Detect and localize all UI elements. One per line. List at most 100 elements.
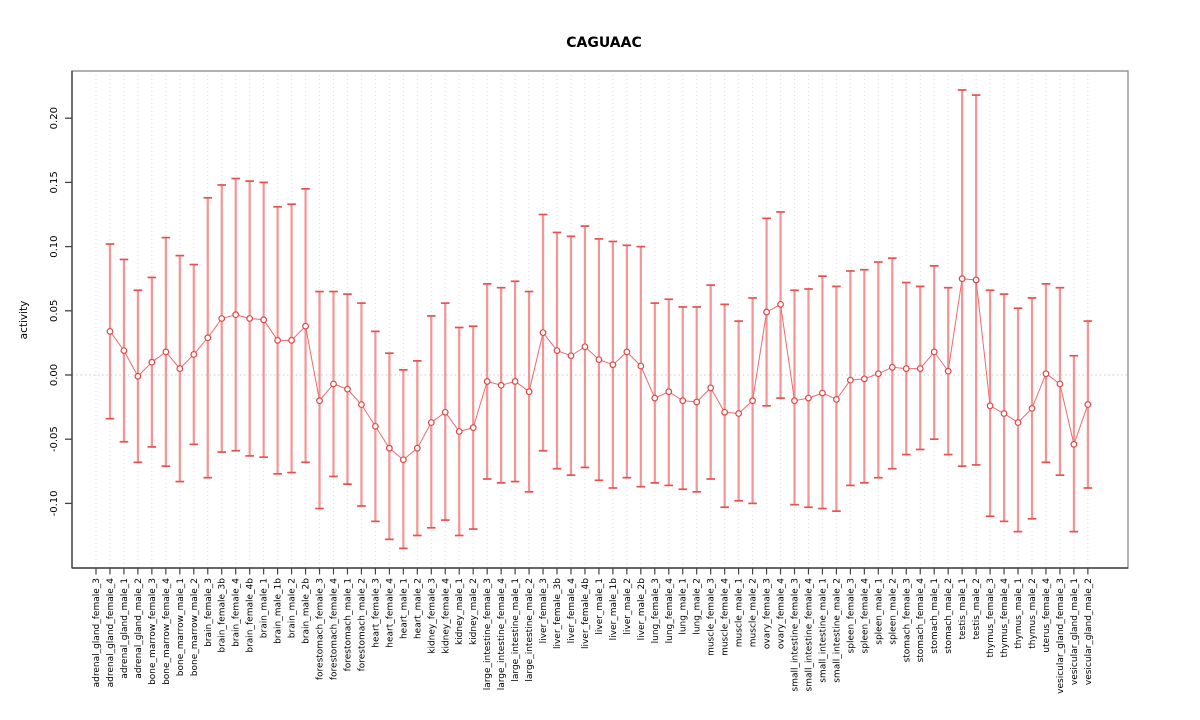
x-tick-label: bone_marrow_female_3 xyxy=(148,578,158,685)
data-point xyxy=(1042,370,1050,378)
x-tick-label: liver_male_1 xyxy=(595,578,605,635)
data-point xyxy=(637,362,645,370)
data-point xyxy=(469,424,477,432)
x-tick-label: liver_female_4b xyxy=(581,578,591,649)
data-point xyxy=(148,358,156,366)
data-point xyxy=(553,347,561,355)
x-tick-label: kidney_male_2 xyxy=(469,578,479,645)
y-tick-label: -0.10 xyxy=(49,490,60,516)
x-tick-label: adrenal_gland_male_1 xyxy=(120,578,130,679)
data-point xyxy=(483,378,491,385)
x-tick-label: spleen_male_1 xyxy=(874,578,884,645)
x-tick-label: heart_female_3 xyxy=(371,578,381,648)
data-point xyxy=(735,410,743,417)
y-tick-label: 0.05 xyxy=(49,300,60,322)
data-point xyxy=(665,388,673,396)
data-point xyxy=(888,363,896,371)
x-tick-label: thymus_female_4 xyxy=(1000,578,1010,658)
data-point xyxy=(288,336,295,344)
x-tick-label: muscle_female_3 xyxy=(707,578,717,656)
data-point xyxy=(358,401,365,408)
x-tick-label: heart_male_1 xyxy=(399,578,409,639)
data-point xyxy=(413,444,421,452)
data-point xyxy=(693,398,701,406)
data-point xyxy=(162,348,170,356)
gridlines xyxy=(95,71,1089,568)
x-tick-label: muscle_male_2 xyxy=(749,578,759,647)
x-tick-label: ovary_female_3 xyxy=(763,578,773,649)
x-tick-label: stomach_male_1 xyxy=(930,578,940,654)
x-tick-label: brain_male_2 xyxy=(288,578,298,638)
x-tick-label: large_intestine_female_4 xyxy=(497,578,507,691)
data-point xyxy=(344,385,351,393)
data-point xyxy=(819,389,826,397)
x-tick-label: small_intestine_male_1 xyxy=(818,578,828,683)
x-tick-label: small_intestine_male_2 xyxy=(832,578,842,683)
data-point xyxy=(232,311,240,319)
x-tick-label: forestomach_male_1 xyxy=(343,578,353,671)
chart-title: CAGUAAC xyxy=(566,35,641,51)
x-tick-label: heart_female_4 xyxy=(385,578,395,648)
data-point xyxy=(120,347,128,355)
x-tick-label: brain_male_1 xyxy=(260,578,270,638)
x-tick-label: forestomach_female_4 xyxy=(329,578,339,680)
x-tick-label: adrenal_gland_male_2 xyxy=(134,578,144,679)
data-point xyxy=(427,419,435,426)
data-point xyxy=(539,329,547,337)
data-point xyxy=(399,456,407,464)
x-tick-label: forestomach_female_3 xyxy=(316,578,326,680)
x-tick-label: stomach_female_4 xyxy=(916,578,926,663)
data-point xyxy=(567,352,575,360)
x-tick-label: brain_female_4b xyxy=(246,578,256,653)
x-tick-label: liver_male_1b xyxy=(609,578,619,641)
x-tick-label: large_intestine_female_3 xyxy=(483,578,493,690)
data-point xyxy=(1056,380,1064,388)
data-point xyxy=(525,388,533,396)
x-tick-label: vesicular_gland_male_1 xyxy=(1070,578,1080,685)
data-point xyxy=(749,397,756,405)
x-tick-label: spleen_male_2 xyxy=(888,578,898,645)
data-point xyxy=(511,378,519,385)
data-point xyxy=(302,322,309,330)
data-point xyxy=(218,315,226,322)
data-point xyxy=(805,394,812,402)
data-point xyxy=(372,422,379,430)
x-tick-label: adrenal_gland_female_3 xyxy=(92,578,102,687)
data-point xyxy=(902,365,910,372)
x-tick-label: testis_male_1 xyxy=(958,578,968,640)
x-tick-label: lung_male_1 xyxy=(679,578,689,635)
x-tick-label: large_intestine_male_1 xyxy=(511,578,521,682)
x-tick-label: brain_female_3b xyxy=(218,578,228,653)
data-point xyxy=(944,367,952,375)
x-tick-label: muscle_male_1 xyxy=(735,578,745,647)
x-tick-label: lung_female_4 xyxy=(665,578,675,644)
data-point xyxy=(651,394,659,402)
data-point xyxy=(497,381,505,389)
x-tick-label: kidney_female_4 xyxy=(441,578,451,654)
x-tick-label: thymus_male_1 xyxy=(1014,578,1024,649)
data-points xyxy=(106,275,1092,464)
data-point xyxy=(441,408,449,416)
data-point xyxy=(1014,419,1022,426)
x-tick-label: forestomach_male_2 xyxy=(357,578,367,671)
x-tick-label: spleen_female_3 xyxy=(846,578,856,653)
x-tick-label: heart_male_2 xyxy=(413,578,423,639)
data-point xyxy=(581,343,589,351)
data-point xyxy=(260,316,268,324)
x-tick-label: vesicular_gland_male_2 xyxy=(1084,578,1094,685)
data-point xyxy=(958,275,966,283)
x-tick-label: small_intestine_female_3 xyxy=(791,578,801,691)
x-tick-label: brain_male_2b xyxy=(302,578,312,644)
y-axis-title: activity xyxy=(18,301,30,340)
data-point xyxy=(777,300,784,308)
data-point xyxy=(916,365,924,372)
data-point xyxy=(679,397,687,405)
x-tick-label: liver_female_4 xyxy=(567,578,577,644)
y-tick-label: 0.15 xyxy=(49,171,60,193)
data-point xyxy=(930,348,938,356)
x-tick-label: large_intestine_male_2 xyxy=(525,578,535,682)
data-point xyxy=(972,276,980,284)
data-point xyxy=(846,376,854,384)
x-tick-label: bone_marrow_male_2 xyxy=(190,578,200,676)
